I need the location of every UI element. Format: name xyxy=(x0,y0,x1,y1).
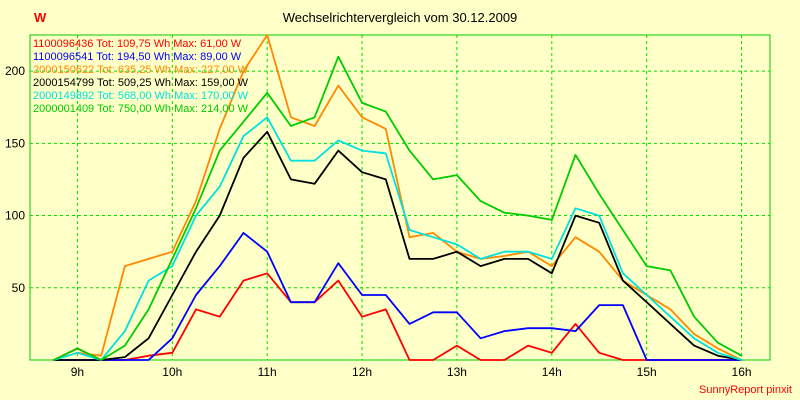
y-axis-unit-label: W xyxy=(34,10,47,25)
x-tick-label: 11h xyxy=(258,365,277,379)
y-tick-label: 200 xyxy=(5,64,25,78)
series-line-1100096436 xyxy=(52,272,743,361)
x-tick-label: 15h xyxy=(637,365,657,379)
chart-legend: 1100096436 Tot: 109,75 Wh Max: 61,00 W 11… xyxy=(33,38,248,116)
series-line-1100096541 xyxy=(52,231,743,361)
y-tick-label: 100 xyxy=(5,209,25,223)
x-tick-label: 10h xyxy=(162,365,182,379)
series-line-2000154799 xyxy=(52,130,743,361)
x-tick-label: 13h xyxy=(447,365,467,379)
y-tick-label: 150 xyxy=(5,136,25,150)
x-tick-label: 16h xyxy=(732,365,752,379)
legend-item-1100096541: 1100096541 Tot: 194,50 Wh Max: 89,00 W xyxy=(33,51,242,63)
series-line-2000001409 xyxy=(52,55,743,361)
y-tick-label: 50 xyxy=(12,281,26,295)
plot-border xyxy=(29,34,771,361)
chart-title: Wechselrichtervergleich vom 30.12.2009 xyxy=(282,10,518,25)
legend-item-2000154799: 2000154799 Tot: 509,25 Wh Max: 159,00 W xyxy=(33,77,249,89)
legend-item-2000001409: 2000001409 Tot: 750,00 Wh Max: 214,00 W xyxy=(33,103,249,115)
x-tick-label: 12h xyxy=(352,365,372,379)
x-tick-label: 9h xyxy=(71,365,84,379)
footer-credit: SunnyReport pinxit xyxy=(699,384,792,396)
legend-item-1100096436: 1100096436 Tot: 109,75 Wh Max: 61,00 W xyxy=(33,38,242,50)
x-tick-label: 14h xyxy=(542,365,562,379)
legend-item-2000150622: 2000150622 Tot: 635,25 Wh Max: 227,00 W xyxy=(33,64,249,76)
legend-item-2000149892: 2000149892 Tot: 568,00 Wh Max: 170,00 W xyxy=(33,90,249,102)
